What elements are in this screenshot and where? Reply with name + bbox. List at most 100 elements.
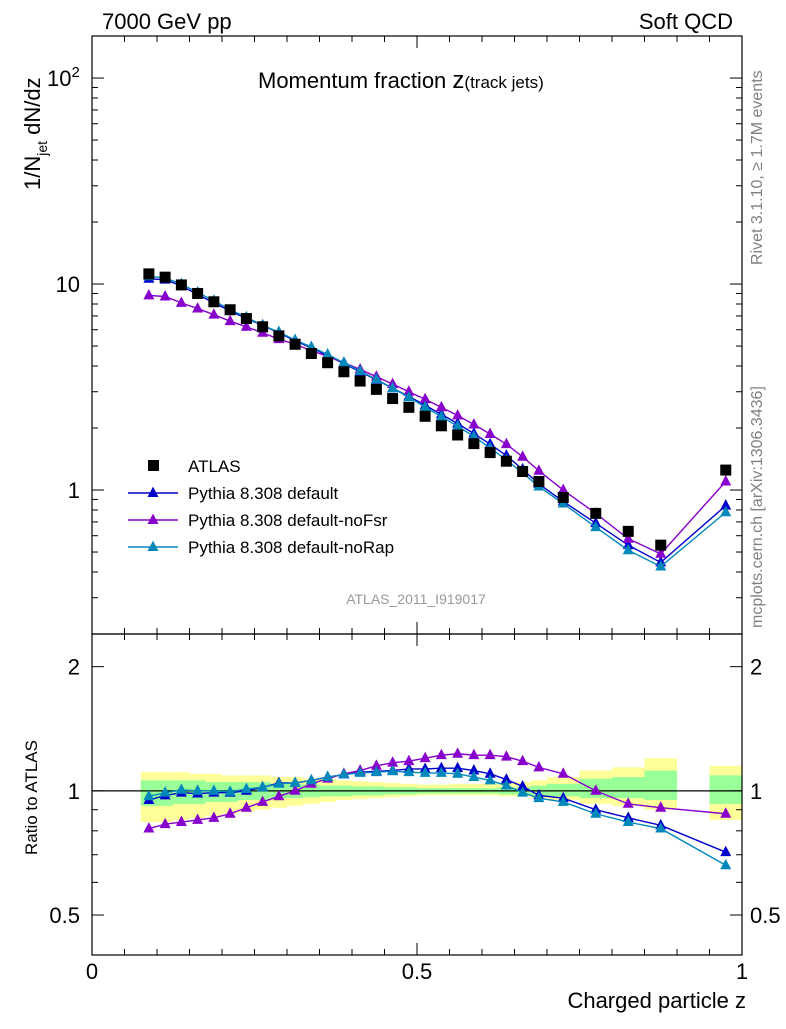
ratio-axis-label: Ratio to ATLAS	[22, 740, 41, 855]
ratio-point-norap	[322, 770, 334, 782]
ratio-point-nofsr	[143, 822, 155, 833]
ratio-point-nofsr	[419, 751, 431, 763]
ratio-point-nofsr	[192, 813, 204, 824]
chart-title: Momentum fraction z(track jets)	[258, 67, 544, 94]
series-point-nofsr	[419, 392, 431, 404]
ratio-point-norap	[224, 785, 236, 796]
ratio-point-norap	[500, 779, 512, 790]
ratio-point-nofsr	[240, 801, 252, 812]
data-point	[403, 401, 415, 413]
series-point-norap	[338, 356, 350, 367]
data-point	[338, 366, 350, 378]
legend-label: Pythia 8.308 default-noFsr	[188, 511, 388, 530]
data-point	[655, 539, 667, 551]
ratio-point-norap	[517, 786, 529, 797]
ratio-tick-label-right: 2	[750, 655, 762, 680]
data-point	[159, 271, 171, 283]
ratio-point-nofsr	[452, 747, 464, 758]
series-point-norap	[435, 410, 447, 421]
ratio-point-norap	[484, 773, 496, 785]
ratio-point-default	[720, 845, 732, 857]
y-axis-label: 1/Njet dN/dz	[20, 77, 50, 190]
series-point-norap	[720, 505, 732, 517]
ratio-point-norap	[338, 768, 350, 779]
series-point-nofsr	[192, 302, 204, 313]
ratio-tick-label-right: 0.5	[750, 903, 781, 928]
chart-title-z: z	[452, 67, 464, 94]
ratio-point-norap	[289, 776, 301, 787]
ratio-point-norap	[370, 765, 382, 777]
series-point-nofsr	[484, 427, 496, 438]
series-point-nofsr	[720, 475, 732, 486]
legend: ATLAS Pythia 8.308 default Pythia 8.308 de…	[128, 457, 394, 557]
ratio-point-nofsr	[370, 759, 382, 770]
data-point	[224, 304, 236, 316]
ratio-point-norap	[590, 807, 602, 818]
series-point-norap	[419, 400, 431, 411]
ratio-band-inner	[644, 770, 677, 801]
ratio-point-norap	[720, 858, 732, 870]
ratio-point-nofsr	[468, 748, 480, 760]
ratio-point-norap	[452, 767, 464, 778]
data-point	[500, 455, 512, 467]
legend-marker	[147, 513, 159, 524]
y-tick-label: 10	[56, 272, 80, 297]
ratio-point-norap	[419, 766, 431, 777]
data-point	[354, 375, 366, 387]
ratio-point-nofsr	[484, 748, 496, 760]
series-point-nofsr	[533, 464, 545, 475]
ratio-point-norap	[403, 765, 415, 777]
series-point-nofsr	[622, 532, 634, 543]
ratio-point-norap	[655, 822, 667, 833]
data-point	[208, 296, 220, 308]
ratio-point-nofsr	[289, 784, 301, 795]
x-axis-label: Charged particle z	[567, 988, 746, 1013]
data-point	[257, 321, 269, 333]
axis-ticks	[91, 36, 743, 956]
series-point-nofsr	[208, 308, 220, 319]
data-point	[289, 338, 301, 350]
series-point-norap	[452, 419, 464, 431]
legend-marker	[147, 486, 159, 497]
ratio-point-norap	[159, 786, 171, 797]
ratio-point-nofsr	[224, 807, 236, 818]
ratio-tick-label: 2	[68, 655, 80, 680]
header-left: 7000 GeV pp	[102, 9, 232, 34]
data-point	[622, 525, 634, 537]
data-point	[435, 420, 447, 432]
data-point	[175, 279, 187, 291]
data-point	[322, 357, 334, 369]
ratio-point-default	[484, 767, 496, 778]
ratio-point-norap	[240, 782, 252, 794]
series-point-nofsr	[224, 314, 236, 326]
series-point-nofsr	[240, 320, 252, 331]
data-point	[452, 429, 464, 441]
ratio-point-nofsr	[273, 789, 285, 801]
ratio-point-default	[468, 764, 480, 775]
ratio-point-norap	[208, 784, 220, 795]
series-point-norap	[354, 364, 366, 376]
data-point	[468, 438, 480, 450]
data-point	[240, 313, 252, 325]
data-markers	[143, 268, 732, 551]
series-point-norap	[322, 348, 334, 359]
ratio-point-norap	[257, 780, 269, 792]
ratio-tick-label: 1	[68, 779, 80, 804]
series-point-nofsr	[557, 483, 569, 494]
y-tick-label: 102	[47, 64, 80, 91]
ratio-point-norap	[387, 764, 399, 776]
series-point-nofsr	[159, 290, 171, 301]
ratio-point-nofsr	[590, 784, 602, 795]
data-point	[387, 393, 399, 405]
series-point-nofsr	[517, 450, 529, 461]
ratio-point-nofsr	[435, 748, 447, 760]
series-point-norap	[590, 520, 602, 532]
ratio-point-nofsr	[403, 754, 415, 766]
data-point	[484, 447, 496, 459]
ratio-point-nofsr	[159, 817, 171, 829]
ratio-point-nofsr	[655, 801, 667, 812]
series-point-nofsr	[175, 296, 187, 307]
ratio-point-nofsr	[175, 815, 187, 827]
series-point-nofsr	[403, 385, 415, 396]
